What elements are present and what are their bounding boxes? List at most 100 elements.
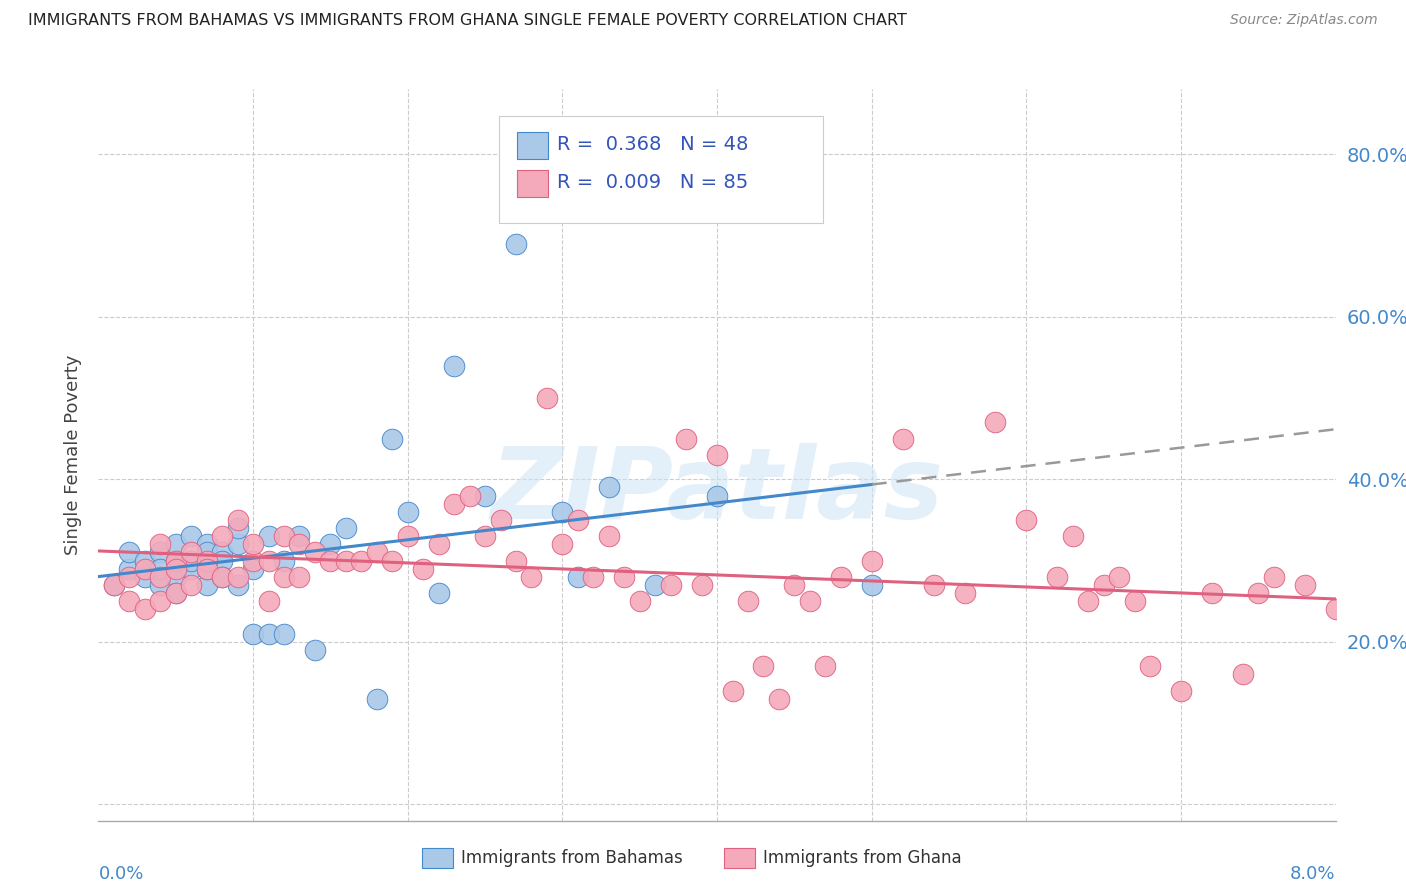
Point: [288, 570, 311, 584]
Point: [242, 553, 264, 567]
Point: [783, 578, 806, 592]
Point: [474, 489, 496, 503]
Point: [118, 545, 141, 559]
Point: [134, 570, 156, 584]
Point: [180, 562, 202, 576]
Text: IMMIGRANTS FROM BAHAMAS VS IMMIGRANTS FROM GHANA SINGLE FEMALE POVERTY CORRELATI: IMMIGRANTS FROM BAHAMAS VS IMMIGRANTS FR…: [28, 13, 907, 29]
Point: [427, 537, 450, 551]
Point: [598, 480, 620, 494]
Point: [149, 594, 172, 608]
Point: [211, 570, 233, 584]
Point: [273, 529, 295, 543]
Point: [768, 691, 790, 706]
Point: [1170, 683, 1192, 698]
Point: [195, 537, 218, 551]
Point: [1232, 667, 1254, 681]
Point: [304, 545, 326, 559]
Point: [257, 529, 280, 543]
Point: [195, 545, 218, 559]
Point: [551, 505, 574, 519]
Point: [118, 570, 141, 584]
Point: [381, 432, 404, 446]
Point: [195, 562, 218, 576]
Point: [149, 570, 172, 584]
Point: [273, 553, 295, 567]
Point: [860, 553, 883, 567]
Point: [1077, 594, 1099, 608]
Point: [752, 659, 775, 673]
Point: [1123, 594, 1146, 608]
Point: [211, 570, 233, 584]
Point: [242, 562, 264, 576]
Point: [1139, 659, 1161, 673]
Point: [319, 553, 342, 567]
Point: [335, 521, 357, 535]
Point: [149, 545, 172, 559]
Point: [180, 545, 202, 559]
Point: [675, 432, 697, 446]
Point: [474, 529, 496, 543]
Point: [165, 586, 187, 600]
Point: [598, 529, 620, 543]
Point: [180, 553, 202, 567]
Point: [458, 489, 481, 503]
Text: 0.0%: 0.0%: [98, 865, 143, 883]
Point: [1247, 586, 1270, 600]
Point: [165, 553, 187, 567]
Point: [381, 553, 404, 567]
Point: [304, 643, 326, 657]
Point: [211, 529, 233, 543]
Point: [165, 586, 187, 600]
Point: [165, 537, 187, 551]
Point: [706, 448, 728, 462]
Point: [1062, 529, 1084, 543]
Point: [412, 562, 434, 576]
Point: [211, 545, 233, 559]
Point: [1201, 586, 1223, 600]
Point: [118, 562, 141, 576]
Point: [273, 626, 295, 640]
Point: [288, 537, 311, 551]
Point: [149, 562, 172, 576]
Text: Immigrants from Ghana: Immigrants from Ghana: [763, 849, 962, 867]
Point: [195, 578, 218, 592]
Point: [350, 553, 373, 567]
Point: [226, 570, 249, 584]
Point: [195, 553, 218, 567]
Point: [1355, 659, 1378, 673]
Point: [505, 553, 527, 567]
Point: [860, 578, 883, 592]
Point: [1263, 570, 1285, 584]
Point: [644, 578, 666, 592]
Point: [195, 562, 218, 576]
Point: [180, 578, 202, 592]
Point: [582, 570, 605, 584]
Point: [891, 432, 914, 446]
Point: [288, 529, 311, 543]
Point: [165, 553, 187, 567]
Point: [443, 497, 465, 511]
Point: [319, 537, 342, 551]
Y-axis label: Single Female Poverty: Single Female Poverty: [65, 355, 83, 555]
Point: [273, 570, 295, 584]
Point: [1108, 570, 1130, 584]
Point: [1371, 586, 1393, 600]
Point: [953, 586, 976, 600]
Point: [1092, 578, 1115, 592]
Text: Immigrants from Bahamas: Immigrants from Bahamas: [461, 849, 683, 867]
Text: R =  0.009   N = 85: R = 0.009 N = 85: [557, 173, 748, 193]
Point: [103, 578, 125, 592]
Point: [1324, 602, 1347, 616]
Point: [257, 553, 280, 567]
Point: [1046, 570, 1069, 584]
Point: [242, 537, 264, 551]
Point: [443, 359, 465, 373]
Point: [1340, 578, 1362, 592]
Point: [536, 391, 558, 405]
Point: [366, 545, 388, 559]
Point: [396, 505, 419, 519]
Point: [242, 626, 264, 640]
Point: [226, 537, 249, 551]
Point: [226, 578, 249, 592]
Point: [489, 513, 512, 527]
